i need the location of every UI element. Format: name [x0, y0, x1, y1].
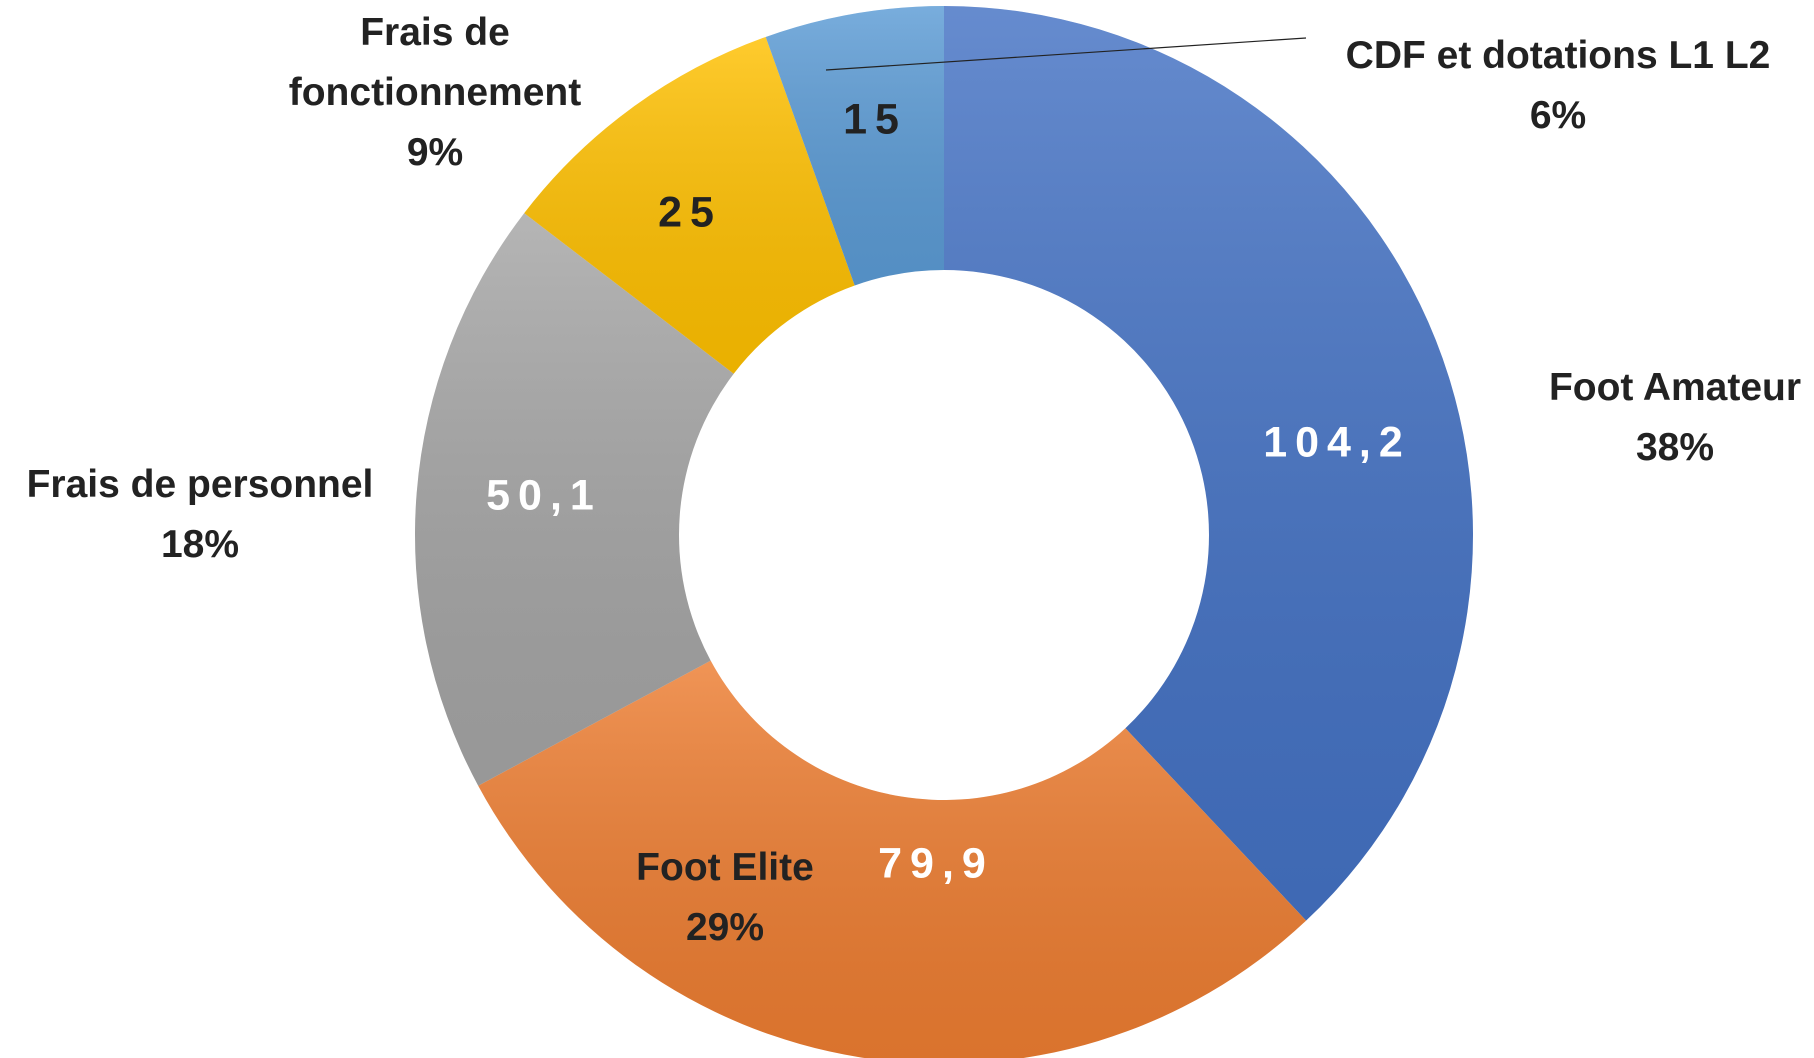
value-label: 79,9 — [878, 839, 994, 887]
leader-line — [825, 37, 1307, 71]
percent-label: 18% — [160, 523, 240, 566]
category-label: Frais de personnel 18% — [27, 455, 374, 575]
category-label: Foot Elite 29% — [636, 838, 814, 958]
percent-label: 29% — [685, 906, 765, 949]
slice-shade — [524, 36, 855, 374]
value-label: 50,1 — [486, 471, 602, 519]
category-label: Foot Amateur 38% — [1549, 358, 1801, 478]
slice-shade — [478, 660, 1307, 1058]
slice-shade — [765, 6, 944, 286]
category-name: Frais de personnel — [26, 463, 374, 506]
category-label: Frais de fonctionnement 9% — [265, 3, 605, 183]
value-label: 104,2 — [1263, 418, 1411, 466]
slice-shade — [944, 6, 1474, 921]
percent-label: 38% — [1635, 426, 1715, 469]
category-name: Foot Amateur — [1548, 366, 1802, 409]
category-label: CDF et dotations L1 L2 6% — [1346, 26, 1771, 146]
percent-label: 9% — [406, 131, 464, 174]
category-name: Foot Elite — [636, 846, 814, 889]
value-label: 15 — [843, 95, 907, 143]
category-name: Frais de fonctionnement — [288, 11, 582, 114]
value-label: 25 — [658, 188, 722, 236]
category-name: CDF et dotations L1 L2 — [1345, 34, 1771, 77]
slice-shade — [415, 213, 734, 786]
percent-label: 6% — [1529, 94, 1587, 137]
